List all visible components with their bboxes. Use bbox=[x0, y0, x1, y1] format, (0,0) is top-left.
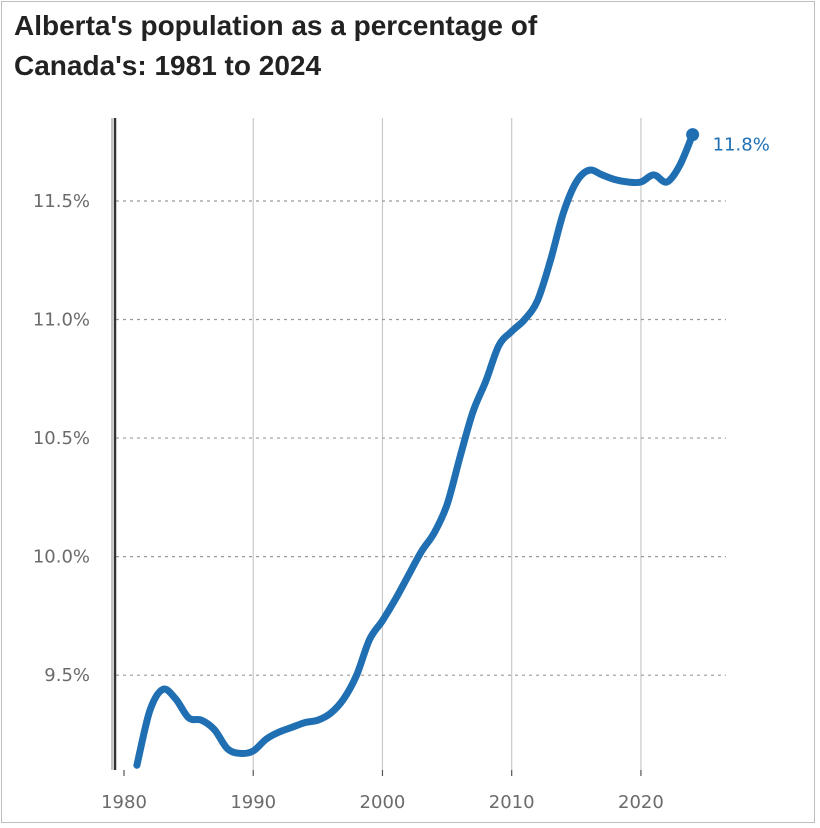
end-value-label: 11.8% bbox=[713, 135, 770, 156]
x-tick-label: 2000 bbox=[360, 792, 406, 813]
series-layer bbox=[133, 128, 700, 769]
y-tick-label: 10.0% bbox=[33, 547, 90, 568]
y-tick-label: 11.5% bbox=[33, 191, 90, 212]
y-tick-label: 10.5% bbox=[33, 428, 90, 449]
labels: 1980 1990 2000 2010 2020 9.5% 10.0% 10.5% 11.0% 1… bbox=[33, 135, 770, 813]
chart-title-line-1: Alberta's population as a percentage of bbox=[14, 10, 538, 41]
x-tick-label: 2010 bbox=[489, 792, 535, 813]
y-tick-label: 11.0% bbox=[33, 310, 90, 331]
series-line bbox=[133, 131, 697, 769]
y-tick-label: 9.5% bbox=[44, 665, 90, 686]
axes bbox=[111, 118, 642, 776]
x-tick-label: 2020 bbox=[618, 792, 664, 813]
end-point-marker bbox=[686, 128, 700, 142]
x-tick-label: 1990 bbox=[230, 792, 276, 813]
x-tick-label: 1980 bbox=[101, 792, 147, 813]
chart-title: Alberta's population as a percentage of … bbox=[14, 6, 794, 86]
grid bbox=[116, 118, 726, 770]
chart-title-line-2: Canada's: 1981 to 2024 bbox=[14, 50, 322, 81]
